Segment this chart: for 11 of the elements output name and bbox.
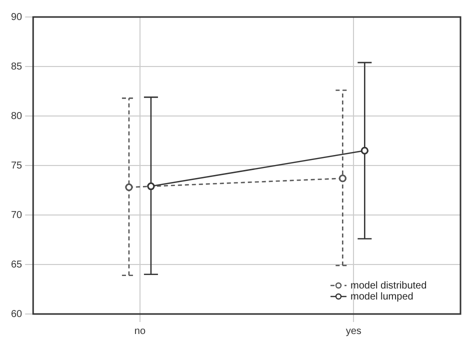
x-tick-label: no: [134, 326, 146, 337]
y-tick-label: 65: [11, 259, 23, 270]
legend-label: model distributed: [350, 280, 427, 292]
y-tick-label: 80: [11, 110, 23, 122]
y-tick-label: 90: [11, 12, 23, 23]
y-tick-label: 75: [11, 160, 23, 172]
y-tick-label: 70: [11, 210, 23, 221]
x-tick-label: yes: [346, 326, 362, 337]
legend-label: model lumped: [350, 291, 414, 302]
y-tick-label: 85: [11, 61, 23, 72]
y-tick-label: 60: [11, 308, 23, 320]
